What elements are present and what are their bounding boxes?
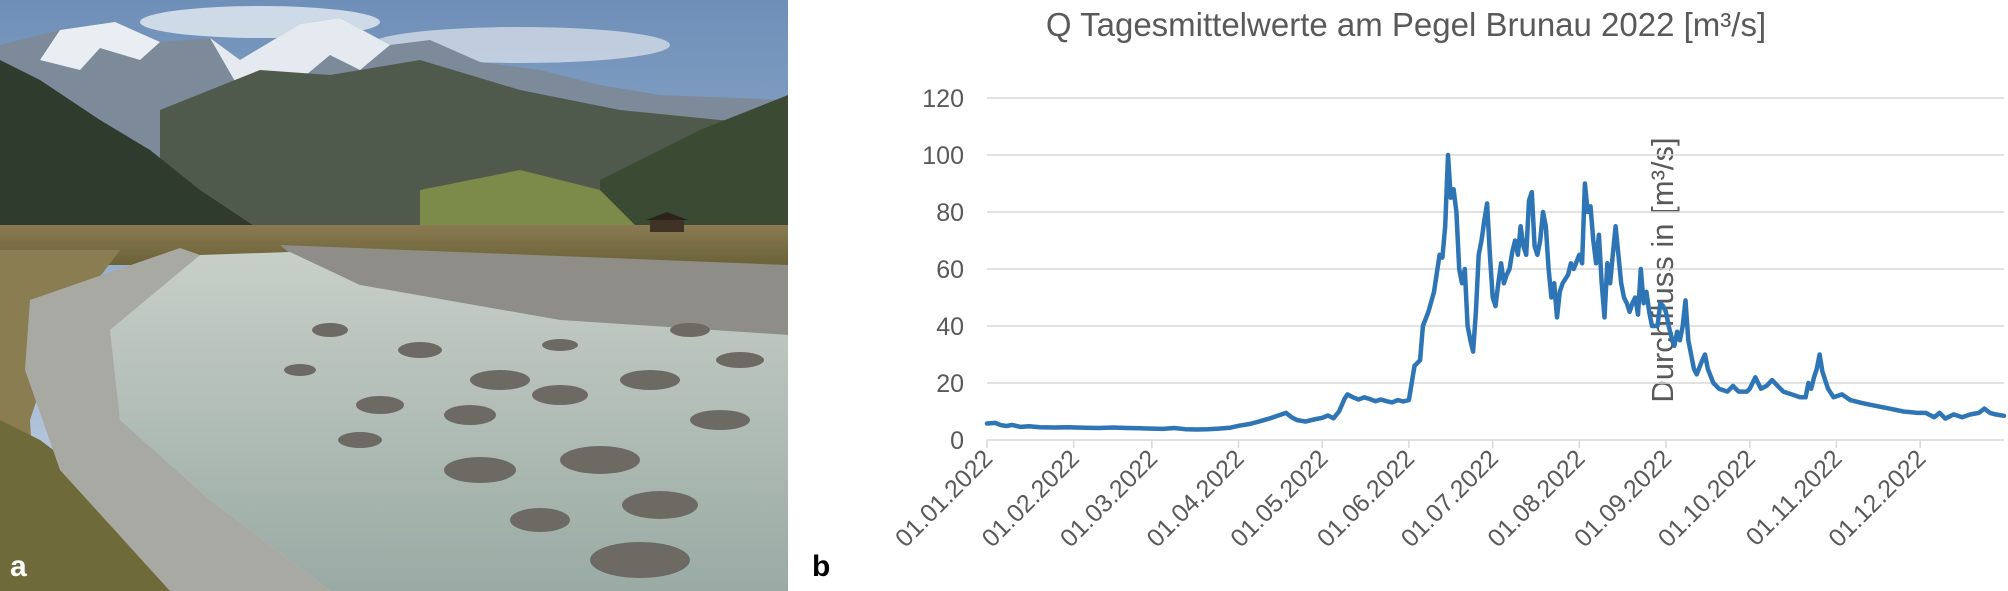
y-axis-label: Durchfluss in [m³/s] xyxy=(1645,137,1680,402)
river-photo xyxy=(0,0,788,591)
discharge-chart: Q Tagesmittelwerte am Pegel Brunau 2022 … xyxy=(890,6,2007,553)
chart-panel: Q Tagesmittelwerte am Pegel Brunau 2022 … xyxy=(800,0,2008,591)
y-tick-label: 0 xyxy=(950,427,964,455)
x-axis-ticks: 01.01.202201.02.202201.03.202201.04.2022… xyxy=(890,440,1931,553)
panel-label-b: b xyxy=(812,550,831,583)
y-tick-label: 100 xyxy=(922,142,964,170)
y-tick-label: 20 xyxy=(936,370,964,398)
y-tick-label: 80 xyxy=(936,199,964,227)
chart-title: Q Tagesmittelwerte am Pegel Brunau 2022 … xyxy=(1046,6,1766,43)
series-line-discharge xyxy=(984,152,2007,432)
y-tick-label: 60 xyxy=(936,256,964,284)
river-photo-illustration xyxy=(0,0,788,591)
y-axis-ticks: 0 20 40 60 80 100 120 xyxy=(922,85,964,455)
y-tick-label: 40 xyxy=(936,313,964,341)
y-tick-label: 120 xyxy=(922,85,964,113)
gridlines xyxy=(987,97,2004,384)
panel-label-a: a xyxy=(10,550,27,583)
